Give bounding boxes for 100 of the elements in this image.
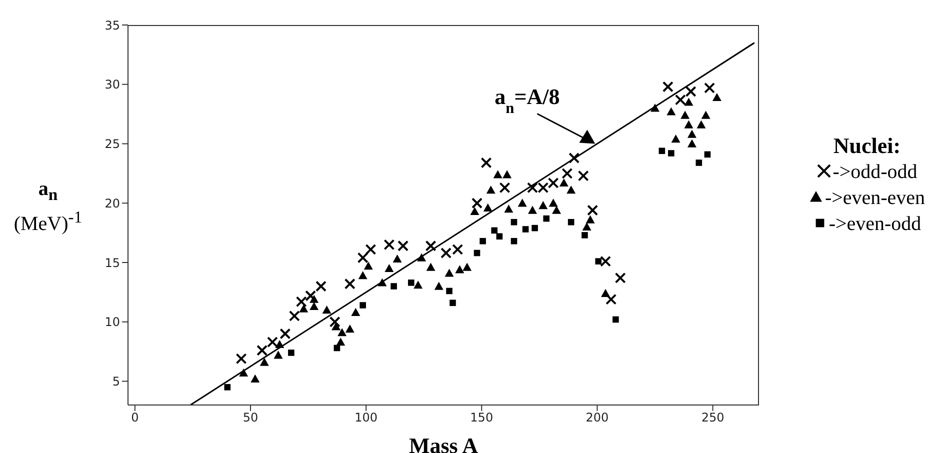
point <box>329 316 340 328</box>
point <box>671 134 680 143</box>
point <box>578 170 589 182</box>
point <box>528 206 537 214</box>
y-tick-label: 15 <box>104 256 120 270</box>
point <box>662 81 674 92</box>
point <box>345 324 354 333</box>
point <box>552 206 562 214</box>
point <box>680 110 690 119</box>
point <box>480 157 492 168</box>
point <box>674 94 686 106</box>
point <box>658 148 666 154</box>
point <box>417 253 426 262</box>
point <box>518 198 527 207</box>
point <box>582 232 588 238</box>
y-tick-label: 30 <box>104 78 120 92</box>
point <box>305 290 316 302</box>
point <box>586 215 595 224</box>
point <box>296 296 307 308</box>
point <box>582 222 592 230</box>
point <box>600 256 612 267</box>
y-tick-label: 35 <box>104 18 120 32</box>
y-tick-label: 10 <box>104 315 120 330</box>
point <box>474 250 480 256</box>
point <box>701 110 710 119</box>
point <box>612 316 619 323</box>
point <box>595 258 602 264</box>
point <box>450 300 456 306</box>
point <box>543 215 550 222</box>
x-tick-label: 200 <box>586 410 609 425</box>
point <box>224 384 231 390</box>
point <box>684 120 694 128</box>
point <box>426 262 436 271</box>
point <box>470 206 480 216</box>
point <box>510 238 518 244</box>
point <box>414 280 423 289</box>
point <box>712 92 722 102</box>
point <box>687 130 696 138</box>
point <box>548 198 558 207</box>
point <box>606 294 617 305</box>
point <box>491 227 498 234</box>
x-tick-label: 50 <box>242 410 258 425</box>
x-tick-label: 150 <box>470 410 494 425</box>
point <box>275 340 284 348</box>
point <box>384 239 395 250</box>
point <box>266 336 278 348</box>
point <box>452 244 464 255</box>
point <box>440 248 452 258</box>
x-tick-label: 100 <box>354 410 378 425</box>
point <box>378 278 387 286</box>
point <box>316 280 326 292</box>
point <box>250 374 260 382</box>
point <box>568 152 580 164</box>
point <box>288 350 294 356</box>
y-tick-label: 25 <box>104 137 120 152</box>
point <box>310 294 319 303</box>
point <box>687 139 696 148</box>
point <box>239 368 248 377</box>
point <box>344 278 356 290</box>
point <box>310 302 319 310</box>
point <box>360 302 366 308</box>
point <box>684 98 694 106</box>
point <box>504 204 514 213</box>
point <box>666 107 676 116</box>
point <box>357 252 368 264</box>
point <box>384 264 394 272</box>
annotation: a$_{n}$=A/8 <box>494 84 560 116</box>
point <box>562 168 573 179</box>
point <box>256 344 268 356</box>
point <box>486 186 496 194</box>
point <box>587 204 598 216</box>
legend-label: ->even-even <box>824 187 926 209</box>
x-tick-label: 250 <box>701 410 724 425</box>
legend-title: Nuclei: <box>833 133 901 158</box>
point <box>274 350 283 359</box>
point <box>358 271 368 280</box>
point <box>650 104 660 112</box>
point <box>334 344 340 352</box>
point <box>532 224 538 232</box>
point <box>601 288 610 297</box>
point <box>668 150 674 156</box>
point <box>480 238 486 244</box>
y-tick-label: 5 <box>112 374 120 389</box>
point <box>322 306 332 314</box>
point <box>336 338 346 346</box>
point <box>364 262 373 270</box>
legend-label: ->even-odd <box>828 213 922 235</box>
point <box>398 240 409 252</box>
y-tick-label: 20 <box>104 196 120 210</box>
point <box>434 282 444 290</box>
point <box>390 283 397 290</box>
point <box>472 198 483 209</box>
point <box>260 358 269 366</box>
point <box>299 304 308 312</box>
point <box>446 288 452 294</box>
point <box>462 262 472 271</box>
point <box>510 218 518 226</box>
point <box>455 265 464 274</box>
y-axis-title: a$_{n}$ (MeV)$^{-1}$ <box>14 178 82 235</box>
point <box>559 178 568 187</box>
